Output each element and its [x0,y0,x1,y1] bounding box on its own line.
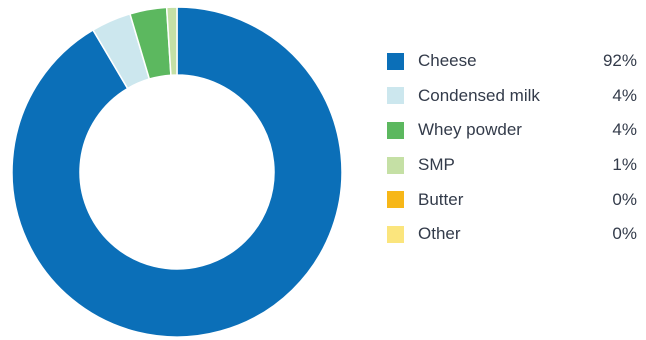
legend-value-cheese: 92% [602,51,637,71]
legend-item-smp: SMP 1% [387,148,637,183]
legend-swatch-cheese [387,52,404,70]
legend-item-condensed-milk: Condensed milk 4% [387,79,637,114]
legend-value-butter: 0% [612,189,637,209]
legend-value-whey-powder: 4% [612,120,637,140]
legend-label-smp: SMP [418,155,455,175]
legend-label-butter: Butter [418,189,464,209]
legend-label-condensed-milk: Condensed milk [418,85,540,105]
legend-swatch-whey-powder [387,121,404,139]
legend-swatch-butter [387,191,404,209]
legend-value-condensed-milk: 4% [612,85,637,105]
legend-value-other: 0% [612,224,637,244]
legend-item-other: Other 0% [387,217,637,252]
slice-smp [165,6,178,76]
legend-item-whey-powder: Whey powder 4% [387,113,637,148]
legend-swatch-condensed-milk [387,87,404,105]
legend-label-other: Other [418,224,461,244]
legend-label-cheese: Cheese [418,51,477,71]
legend-item-cheese: Cheese 92% [387,44,637,79]
legend-item-butter: Butter 0% [387,182,637,217]
legend-swatch-other [387,225,404,243]
slice-cheese [11,6,343,338]
legend-swatch-smp [387,156,404,174]
chart-legend: Cheese 92% Condensed milk 4% Whey powder… [387,44,637,252]
legend-value-smp: 1% [612,155,637,175]
legend-label-whey-powder: Whey powder [418,120,522,140]
